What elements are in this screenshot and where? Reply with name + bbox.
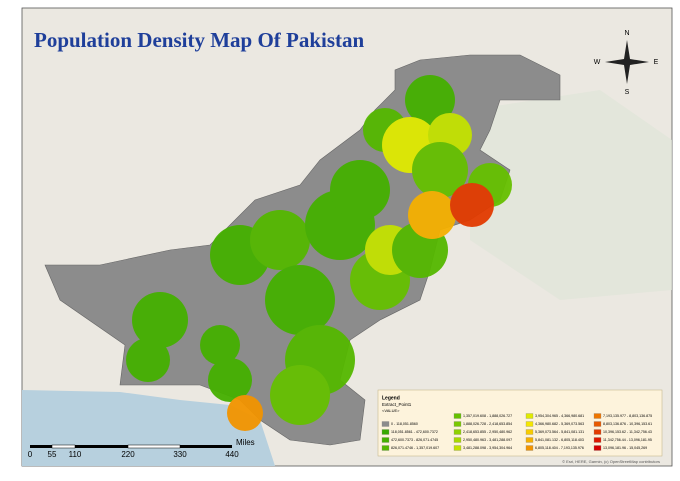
legend-label: 13,096,181.96 - 15,045,269: [603, 446, 647, 450]
blob: [208, 358, 252, 402]
blob: [227, 395, 263, 431]
scale-label: 330: [173, 450, 187, 459]
blob: [412, 142, 468, 198]
blob: [408, 191, 456, 239]
legend-label: 0 - 118,051.8560: [391, 422, 418, 426]
legend-field: <VALUE>: [382, 408, 400, 413]
legend-swatch: [453, 437, 462, 443]
blob: [200, 325, 240, 365]
legend: Legend Extract_Point1 <VALUE> 0 - 118,05…: [377, 389, 663, 457]
legend-label: 11,342,756.44 - 13,096,181.95: [603, 438, 652, 442]
legend-swatch: [593, 413, 602, 419]
density-blobs: [126, 75, 512, 431]
legend-label: 826,071.4746 - 1,357,019.607: [391, 446, 439, 450]
legend-swatch: [453, 421, 462, 427]
legend-layer: Extract_Point1: [382, 402, 412, 407]
blob: [330, 160, 390, 220]
legend-swatch: [525, 445, 534, 451]
legend-swatch: [525, 413, 534, 419]
terrain: [470, 90, 672, 300]
blob: [132, 292, 188, 348]
blob: [270, 365, 330, 425]
legend-swatch: [593, 421, 602, 427]
credit: © Esri, HERE, Garmin, (c) OpenStreetMap …: [562, 459, 660, 464]
compass: N S W E: [594, 30, 659, 96]
legend-swatch: [453, 413, 462, 419]
compass-w: W: [594, 59, 601, 66]
legend-label: 6,805,118.404 - 7,193,135.976: [535, 446, 584, 450]
scale-unit: Miles: [236, 438, 255, 447]
scale-segment: [127, 444, 181, 449]
legend-label: 472,600.7373 - 826,071.4745: [391, 438, 438, 442]
scale-segment: [30, 445, 52, 448]
scale-segment: [75, 445, 128, 448]
legend-label: 3,481,288.098 - 3,954,304.964: [463, 446, 512, 450]
legend-swatch: [381, 437, 390, 443]
legend-swatch: [381, 445, 390, 451]
legend-swatch: [381, 429, 390, 435]
legend-label: 1,357,019.608 - 1,888,026.727: [463, 414, 512, 418]
scale-segment: [180, 445, 232, 448]
legend-label: 10,396,153.62 - 11,342,756.43: [603, 430, 652, 434]
legend-swatch: [453, 445, 462, 451]
compass-rose: [605, 40, 649, 84]
scale-bar: 0 55 110 220 330 440 Miles: [28, 438, 255, 459]
legend-title: Legend: [382, 395, 400, 401]
legend-label: 1,888,026.728 - 2,418,653.854: [463, 422, 512, 426]
legend-label: 2,418,653.855 - 2,950,480.962: [463, 430, 512, 434]
legend-swatch: [525, 437, 534, 443]
blob: [450, 183, 494, 227]
legend-label: 7,193,135.977 - 8,803,136.875: [603, 414, 652, 418]
legend-swatch: [525, 421, 534, 427]
blob: [250, 210, 310, 270]
legend-label: 118,051.8561 - 472,600.7372: [391, 430, 438, 434]
blob: [126, 338, 170, 382]
legend-label: 8,803,136.876 - 10,396,153.61: [603, 422, 652, 426]
legend-label: 3,954,304.965 - 4,366,980.681: [535, 414, 584, 418]
legend-swatch: [453, 429, 462, 435]
legend-label: 5,369,073.564 - 5,841,081.131: [535, 430, 584, 434]
legend-swatch: [525, 429, 534, 435]
scale-label: 440: [225, 450, 239, 459]
legend-swatch: [381, 421, 390, 427]
blob: [265, 265, 335, 335]
compass-n: N: [624, 30, 629, 37]
legend-swatch: [593, 437, 602, 443]
legend-label: 5,841,081.132 - 6,805,118.403: [535, 438, 584, 442]
scale-label: 0: [28, 450, 33, 459]
scale-segment: [51, 444, 76, 449]
compass-s: S: [625, 89, 630, 96]
scale-label: 110: [69, 450, 82, 459]
legend-label: 2,950,480.963 - 3,481,288.097: [463, 438, 512, 442]
legend-swatch: [593, 445, 602, 451]
scale-label: 55: [48, 450, 57, 459]
blob: [405, 75, 455, 125]
legend-box: [377, 389, 663, 457]
legend-swatch: [593, 429, 602, 435]
legend-label: 4,366,980.682 - 5,369,073.563: [535, 422, 584, 426]
scale-label: 220: [121, 450, 135, 459]
map-title: Population Density Map Of Pakistan: [34, 28, 365, 52]
compass-e: E: [654, 59, 659, 66]
